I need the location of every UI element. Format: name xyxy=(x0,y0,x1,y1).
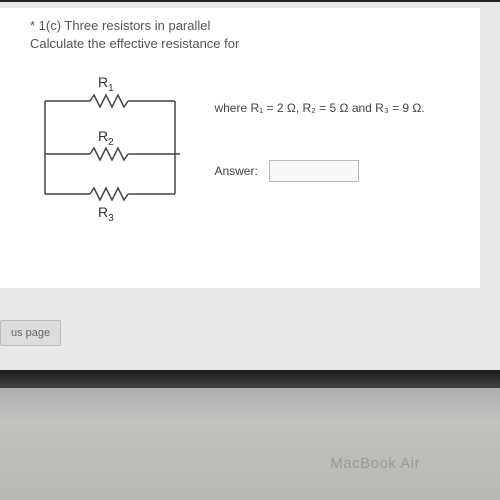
given-values: where R₁ = 2 Ω, R₂ = 5 Ω and R₃ = 9 Ω. xyxy=(214,101,424,115)
question-card: * 1(c) Three resistors in parallel Calcu… xyxy=(0,8,480,288)
r3-label: R3 xyxy=(98,204,114,224)
circuit-diagram: R1 xyxy=(30,66,190,236)
previous-page-button[interactable]: us page xyxy=(0,320,61,346)
question-title: * 1(c) Three resistors in parallel xyxy=(30,18,464,33)
screen-bottom-edge xyxy=(0,370,500,388)
question-info: where R₁ = 2 Ω, R₂ = 5 Ω and R₃ = 9 Ω. A… xyxy=(214,101,424,182)
question-instruction: Calculate the effective resistance for xyxy=(30,36,464,51)
answer-input[interactable] xyxy=(269,160,359,182)
laptop-bezel xyxy=(0,370,500,500)
answer-label: Answer: xyxy=(214,164,257,178)
screen-area: * 1(c) Three resistors in parallel Calcu… xyxy=(0,0,500,370)
answer-row: Answer: xyxy=(214,160,424,182)
r2-label: R2 xyxy=(98,128,114,148)
device-label: MacBook Air xyxy=(330,455,420,472)
